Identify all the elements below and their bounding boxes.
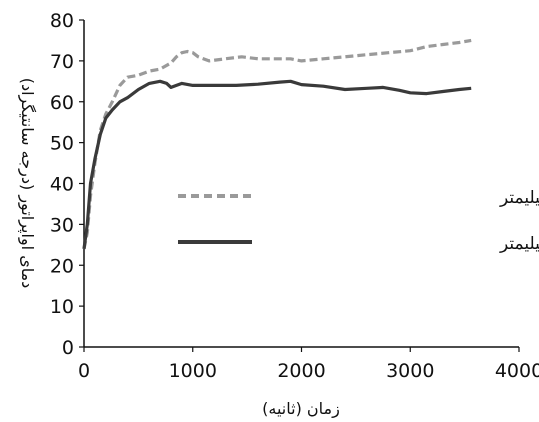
y-tick-label: 50 xyxy=(50,133,74,155)
series-lines xyxy=(82,38,472,250)
series-line-1 xyxy=(82,38,472,250)
y-tick-label: 60 xyxy=(50,92,74,114)
y-tick-label: 20 xyxy=(50,255,74,277)
x-tick-label: 2000 xyxy=(277,360,325,382)
x-tick-label: 0 xyxy=(78,360,90,382)
y-ticks: 0 10 20 30 40 50 60 70 80 xyxy=(50,10,84,359)
y-tick-label: 30 xyxy=(50,214,74,236)
legend-label-series-1: طول تبخیر کننده ۷۰ میلیمتر xyxy=(499,188,539,208)
x-ticks: 0 1000 2000 3000 4000 xyxy=(78,347,539,382)
legend-label-series-2: طول تبخیرکننده ۱۲۰ میلیمتر xyxy=(499,234,539,254)
y-tick-label: 70 xyxy=(50,51,74,73)
y-tick-label: 0 xyxy=(62,337,74,359)
y-tick-label: 80 xyxy=(50,10,74,32)
y-tick-label: 40 xyxy=(50,174,74,196)
series-line-2 xyxy=(82,79,472,250)
legend: طول تبخیر کننده ۷۰ میلیمتر طول تبخیرکنند… xyxy=(178,188,539,254)
plot-area: 0 10 20 30 40 50 60 70 80 0 1000 2000 3000 4000 xyxy=(50,10,539,382)
x-tick-label: 4000 xyxy=(495,360,539,382)
y-axis-title: دمای اواپراتور (درجه سانتیگراد) xyxy=(17,78,37,289)
x-tick-label: 1000 xyxy=(169,360,217,382)
x-axis-title: زمان (ثانیه) xyxy=(262,399,340,419)
x-tick-label: 3000 xyxy=(386,360,434,382)
y-tick-label: 10 xyxy=(50,296,74,318)
